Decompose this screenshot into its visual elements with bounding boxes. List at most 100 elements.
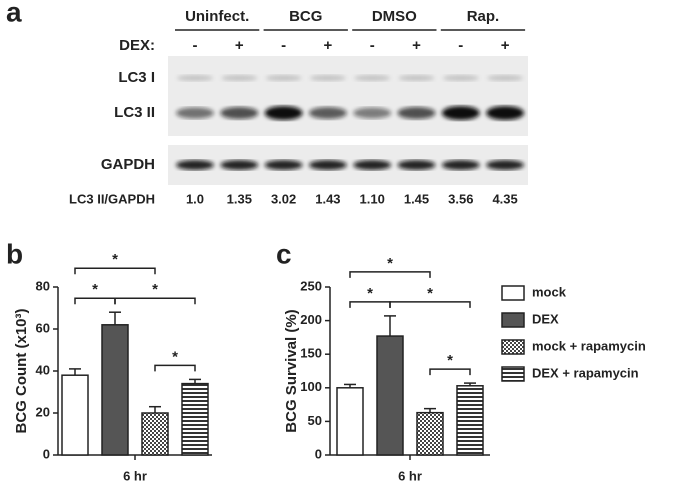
ratio-value: 4.35 (492, 191, 517, 206)
group-label: Uninfect. (185, 8, 249, 25)
dex-sign: + (235, 37, 244, 54)
significance-bracket (74, 267, 156, 275)
band (487, 75, 524, 81)
legend-swatch (501, 339, 525, 355)
group-label: DMSO (372, 8, 417, 25)
legend-swatch (501, 285, 525, 301)
y-tick-label: 200 (300, 312, 322, 327)
band (220, 106, 259, 120)
bar (101, 324, 129, 456)
band (265, 75, 302, 81)
y-tick-label: 100 (300, 379, 322, 394)
dex-sign: - (281, 37, 286, 54)
band (397, 160, 436, 170)
panel-letter: c (276, 238, 292, 269)
y-tick-label: 60 (36, 320, 50, 335)
significance-bracket (154, 364, 196, 372)
row-label: LC3 II (114, 104, 155, 121)
significance-label: * (112, 251, 118, 268)
significance-label: * (367, 285, 373, 302)
y-tick-label: 0 (43, 446, 50, 461)
group-label: Rap. (467, 8, 500, 25)
significance-label: * (152, 281, 158, 298)
ratio-value: 1.35 (227, 191, 252, 206)
band (176, 160, 214, 170)
band (353, 160, 392, 170)
band (441, 160, 480, 170)
y-tick-label: 0 (315, 446, 322, 461)
bar (181, 382, 209, 456)
ratio-value: 1.45 (404, 191, 429, 206)
band (264, 160, 303, 170)
band (309, 75, 346, 81)
y-tick-label: 20 (36, 404, 50, 419)
bar (416, 411, 444, 456)
significance-bracket (114, 297, 196, 305)
bar (61, 374, 89, 456)
significance-bracket (349, 271, 431, 278)
significance-bracket (389, 301, 471, 308)
y-tick-label: 40 (36, 362, 50, 377)
dex-label: DEX: (119, 37, 155, 54)
y-tick-label: 250 (300, 278, 322, 293)
legend-label: mock + rapamycin (532, 338, 646, 353)
legend-label: mock (532, 284, 567, 299)
y-tick-label: 50 (308, 413, 322, 428)
band (397, 106, 436, 120)
group-label: BCG (289, 8, 322, 25)
band (398, 75, 435, 81)
band (308, 107, 347, 119)
band (177, 75, 213, 81)
dex-sign: + (412, 37, 421, 54)
band (354, 75, 391, 81)
band (353, 107, 392, 119)
bar (376, 335, 404, 456)
significance-label: * (387, 255, 393, 272)
band (264, 106, 303, 120)
dex-sign: + (501, 37, 510, 54)
significance-bracket (429, 368, 471, 376)
dex-sign: - (458, 37, 463, 54)
ratio-label: LC3 II/GAPDH (69, 191, 155, 206)
dex-sign: + (324, 37, 333, 54)
bar (141, 412, 169, 456)
legend-label: DEX + rapamycin (532, 365, 639, 380)
legend-swatch (501, 366, 525, 382)
band (486, 160, 525, 170)
significance-label: * (447, 352, 453, 369)
band (308, 160, 347, 170)
significance-bracket (74, 297, 116, 305)
y-axis-label: BCG Count (x10³) (13, 309, 30, 434)
x-tick-label: 6 hr (398, 468, 422, 483)
significance-label: * (427, 285, 433, 302)
y-axis-label: BCG Survival (%) (283, 309, 300, 432)
band (221, 75, 258, 81)
x-tick-label: 6 hr (123, 468, 147, 483)
ratio-value: 1.43 (315, 191, 340, 206)
ratio-value: 3.02 (271, 191, 296, 206)
panel-letter: b (6, 238, 23, 269)
band (220, 160, 259, 170)
y-tick-label: 150 (300, 346, 322, 361)
blot-membrane (168, 56, 528, 136)
dex-sign: - (370, 37, 375, 54)
band (176, 107, 214, 119)
row-label: GAPDH (101, 156, 155, 173)
band (442, 75, 479, 81)
legend-swatch (501, 312, 525, 328)
significance-bracket (349, 301, 391, 308)
bar (456, 385, 484, 456)
bar (336, 387, 364, 456)
band (441, 106, 480, 120)
significance-label: * (92, 281, 98, 298)
panel-letter: a (6, 0, 22, 27)
ratio-value: 1.0 (186, 191, 204, 206)
ratio-value: 3.56 (448, 191, 473, 206)
band (486, 106, 525, 120)
significance-label: * (172, 348, 178, 365)
y-tick-label: 80 (36, 278, 50, 293)
dex-sign: - (193, 37, 198, 54)
legend-label: DEX (532, 311, 559, 326)
ratio-value: 1.10 (360, 191, 385, 206)
